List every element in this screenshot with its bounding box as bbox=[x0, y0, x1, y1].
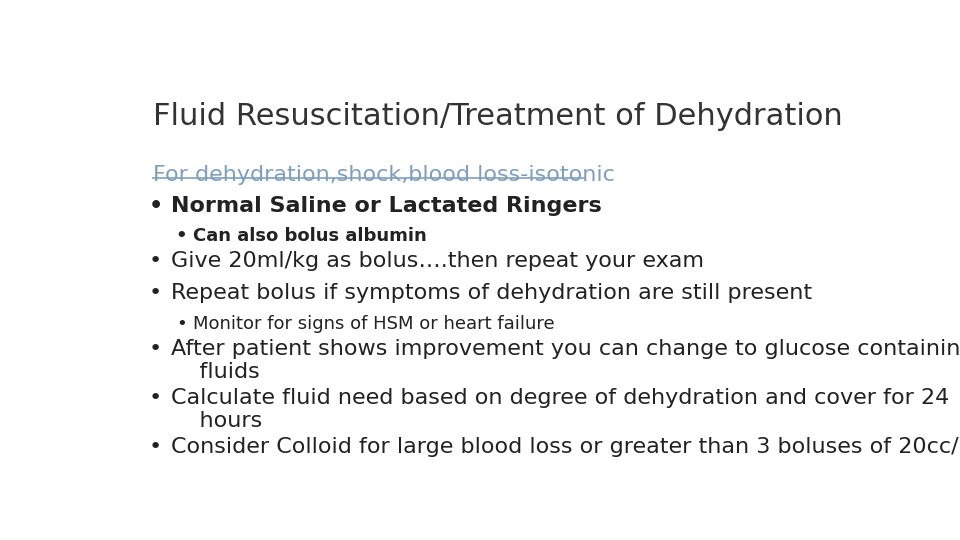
Text: •: • bbox=[176, 315, 186, 333]
Text: •: • bbox=[176, 227, 187, 245]
Text: •: • bbox=[148, 437, 161, 457]
Text: •: • bbox=[148, 283, 161, 303]
Text: For dehydration,shock,blood loss-isotonic: For dehydration,shock,blood loss-isotoni… bbox=[154, 165, 615, 185]
Text: Calculate fluid need based on degree of dehydration and cover for 24
    hours: Calculate fluid need based on degree of … bbox=[171, 388, 948, 431]
Text: Fluid Resuscitation/Treatment of Dehydration: Fluid Resuscitation/Treatment of Dehydra… bbox=[154, 102, 843, 131]
Text: Repeat bolus if symptoms of dehydration are still present: Repeat bolus if symptoms of dehydration … bbox=[171, 283, 812, 303]
Text: Consider Colloid for large blood loss or greater than 3 boluses of 20cc/kg: Consider Colloid for large blood loss or… bbox=[171, 437, 960, 457]
Text: •: • bbox=[148, 196, 162, 216]
Text: Monitor for signs of HSM or heart failure: Monitor for signs of HSM or heart failur… bbox=[193, 315, 555, 333]
Text: •: • bbox=[148, 339, 161, 359]
Text: Normal Saline or Lactated Ringers: Normal Saline or Lactated Ringers bbox=[171, 196, 601, 216]
Text: After patient shows improvement you can change to glucose containing IV
    flui: After patient shows improvement you can … bbox=[171, 339, 960, 382]
Text: •: • bbox=[148, 388, 161, 408]
Text: •: • bbox=[148, 252, 161, 272]
Text: Can also bolus albumin: Can also bolus albumin bbox=[193, 227, 426, 245]
Text: Give 20ml/kg as bolus….then repeat your exam: Give 20ml/kg as bolus….then repeat your … bbox=[171, 252, 704, 272]
